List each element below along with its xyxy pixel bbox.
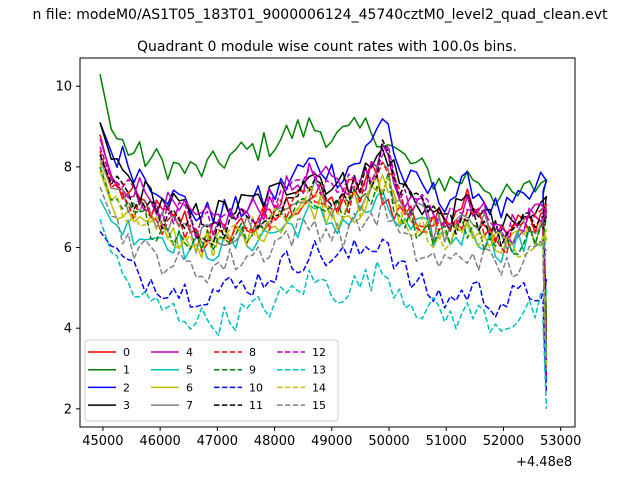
- series-line-1: [99, 73, 548, 321]
- x-tick-label: 47000: [197, 434, 238, 449]
- legend-label-3: 3: [123, 399, 130, 412]
- legend-label-7: 7: [186, 399, 193, 412]
- figure-suptitle: n file: modeM0/AS1T05_183T01_9000006124_…: [32, 7, 608, 23]
- series-line-10: [99, 230, 548, 393]
- legend-label-14: 14: [312, 381, 326, 394]
- legend-label-15: 15: [312, 399, 326, 412]
- series-line-13: [99, 219, 548, 409]
- x-tick-label: 46000: [139, 434, 180, 449]
- legend-label-2: 2: [123, 381, 130, 394]
- series-line-15: [99, 186, 548, 357]
- series-line-14: [99, 162, 548, 369]
- series-line-3: [99, 122, 548, 357]
- y-tick-label: 4: [64, 322, 72, 337]
- legend-label-6: 6: [186, 381, 193, 394]
- plot-area: 45000 46000 47000 48000 49000 50000 51000 52000…: [55, 57, 581, 470]
- series-layer: [99, 73, 548, 409]
- series-line-11: [99, 139, 548, 361]
- legend-label-11: 11: [249, 399, 263, 412]
- legend-label-10: 10: [249, 381, 263, 394]
- x-tick-label: 51000: [426, 434, 467, 449]
- legend-label-12: 12: [312, 346, 326, 359]
- y-axis: 2 4 6 8 10: [55, 80, 80, 417]
- x-tick-label: 52000: [483, 434, 524, 449]
- legend-label-8: 8: [249, 346, 256, 359]
- x-tick-label: 49000: [311, 434, 352, 449]
- legend-label-4: 4: [186, 346, 193, 359]
- axes-frame: [79, 57, 576, 428]
- y-tick-label: 10: [55, 80, 72, 95]
- legend-label-9: 9: [249, 364, 256, 377]
- legend-label-5: 5: [186, 364, 193, 377]
- series-line-4: [99, 138, 548, 365]
- x-tick-label: 45000: [82, 434, 123, 449]
- x-tick-label: 50000: [368, 434, 409, 449]
- legend-label-0: 0: [123, 346, 130, 359]
- series-line-5: [99, 189, 548, 381]
- y-tick-label: 6: [64, 241, 72, 256]
- series-line-12: [99, 144, 548, 377]
- legend-label-1: 1: [123, 364, 130, 377]
- series-line-9: [99, 166, 548, 349]
- x-tick-label: 48000: [254, 434, 295, 449]
- x-tick-label: 53000: [540, 434, 581, 449]
- legend-label-13: 13: [312, 364, 326, 377]
- y-tick-label: 8: [64, 160, 72, 175]
- legend-box: [84, 339, 339, 422]
- x-axis: 45000 46000 47000 48000 49000 50000 51000 52000…: [82, 427, 581, 449]
- x-offset-label: +4.48e8: [516, 455, 572, 470]
- y-tick-label: 2: [64, 402, 72, 417]
- plot-title: Quadrant 0 module wise count rates with …: [137, 39, 517, 55]
